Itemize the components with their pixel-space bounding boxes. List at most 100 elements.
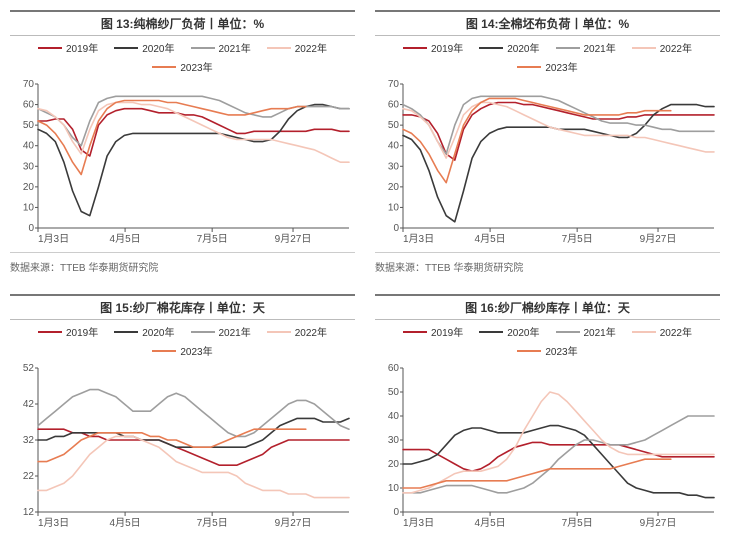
- legend-swatch: [38, 331, 62, 333]
- legend-swatch: [479, 331, 503, 333]
- svg-text:20: 20: [388, 182, 400, 193]
- legend-label: 2023年: [545, 343, 577, 358]
- chart-svg: 01020304050601月3日4月5日7月5日9月27日: [375, 362, 720, 532]
- svg-text:32: 32: [23, 435, 35, 446]
- svg-text:7月5日: 7月5日: [197, 233, 228, 245]
- legend-label: 2022年: [660, 324, 692, 339]
- legend-label: 2020年: [142, 40, 174, 55]
- legend: 2019年2020年2021年2022年2023年: [10, 36, 355, 78]
- svg-text:10: 10: [388, 483, 400, 494]
- chart-title: 图 14:全棉坯布负荷丨单位：%: [375, 10, 720, 36]
- svg-text:9月27日: 9月27日: [275, 233, 312, 245]
- legend-label: 2019年: [431, 40, 463, 55]
- legend-label: 2021年: [219, 324, 251, 339]
- legend-label: 2019年: [66, 324, 98, 339]
- source-text: 数据来源：TTEB 华泰期货研究院: [375, 252, 720, 288]
- chart-svg: 0102030405060701月3日4月5日7月5日9月27日: [375, 78, 720, 248]
- svg-text:9月27日: 9月27日: [640, 517, 677, 529]
- svg-text:0: 0: [393, 223, 399, 234]
- legend-item: 2019年: [403, 324, 463, 339]
- legend-swatch: [556, 47, 580, 49]
- series-line: [403, 96, 714, 154]
- svg-text:1月3日: 1月3日: [403, 233, 434, 245]
- legend-swatch: [403, 331, 427, 333]
- legend-item: 2023年: [517, 343, 577, 358]
- svg-text:20: 20: [388, 459, 400, 470]
- chart-area: 12223242521月3日4月5日7月5日9月27日: [10, 362, 355, 532]
- source-text: 数据来源：TTEB 华泰期货研究院: [10, 252, 355, 288]
- legend-item: 2022年: [267, 324, 327, 339]
- legend-swatch: [38, 47, 62, 49]
- svg-text:50: 50: [388, 387, 400, 398]
- svg-text:7月5日: 7月5日: [562, 233, 593, 245]
- chart-area: 01020304050601月3日4月5日7月5日9月27日: [375, 362, 720, 532]
- legend-label: 2023年: [545, 59, 577, 74]
- chart-panel: 图 16:纱厂棉纱库存丨单位：天2019年2020年2021年2022年2023…: [375, 294, 720, 532]
- svg-text:4月5日: 4月5日: [475, 517, 506, 529]
- legend-swatch: [556, 331, 580, 333]
- legend-item: 2020年: [114, 40, 174, 55]
- legend-swatch: [191, 47, 215, 49]
- svg-text:30: 30: [23, 161, 35, 172]
- svg-text:12: 12: [23, 507, 35, 518]
- legend-swatch: [632, 331, 656, 333]
- svg-text:4月5日: 4月5日: [110, 517, 141, 529]
- legend-label: 2020年: [507, 324, 539, 339]
- legend-swatch: [152, 350, 176, 352]
- svg-text:10: 10: [23, 202, 35, 213]
- svg-text:30: 30: [388, 161, 400, 172]
- chart-svg: 0102030405060701月3日4月5日7月5日9月27日: [10, 78, 355, 248]
- legend-item: 2019年: [403, 40, 463, 55]
- legend-label: 2023年: [180, 343, 212, 358]
- svg-text:1月3日: 1月3日: [38, 233, 69, 245]
- series-line: [38, 436, 349, 497]
- legend-swatch: [114, 47, 138, 49]
- svg-text:70: 70: [23, 79, 35, 90]
- legend-label: 2022年: [660, 40, 692, 55]
- legend-label: 2022年: [295, 40, 327, 55]
- legend-label: 2021年: [584, 40, 616, 55]
- legend-item: 2020年: [479, 40, 539, 55]
- legend-swatch: [403, 47, 427, 49]
- legend-swatch: [517, 350, 541, 352]
- svg-text:1月3日: 1月3日: [403, 517, 434, 529]
- legend-item: 2022年: [632, 40, 692, 55]
- series-line: [403, 105, 714, 222]
- legend-swatch: [267, 47, 291, 49]
- svg-text:60: 60: [388, 100, 400, 111]
- svg-text:40: 40: [388, 411, 400, 422]
- svg-text:30: 30: [388, 435, 400, 446]
- legend-swatch: [632, 47, 656, 49]
- legend-label: 2020年: [142, 324, 174, 339]
- svg-text:60: 60: [23, 100, 35, 111]
- legend-label: 2020年: [507, 40, 539, 55]
- legend-item: 2019年: [38, 324, 98, 339]
- svg-text:9月27日: 9月27日: [275, 517, 312, 529]
- legend-item: 2022年: [632, 324, 692, 339]
- legend-item: 2021年: [556, 324, 616, 339]
- legend-swatch: [191, 331, 215, 333]
- legend-label: 2022年: [295, 324, 327, 339]
- chart-panel: 图 13:纯棉纱厂负荷丨单位：%2019年2020年2021年2022年2023…: [10, 10, 355, 288]
- legend-label: 2019年: [66, 40, 98, 55]
- legend-item: 2021年: [191, 324, 251, 339]
- legend-label: 2021年: [584, 324, 616, 339]
- svg-text:40: 40: [388, 141, 400, 152]
- svg-text:70: 70: [388, 79, 400, 90]
- legend-label: 2019年: [431, 324, 463, 339]
- svg-text:7月5日: 7月5日: [562, 517, 593, 529]
- legend-swatch: [479, 47, 503, 49]
- chart-panel: 图 14:全棉坯布负荷丨单位：% 2019年 2020年 2021年 2022年 2023…: [375, 10, 720, 288]
- svg-text:50: 50: [23, 120, 35, 131]
- legend-swatch: [114, 331, 138, 333]
- svg-text:1月3日: 1月3日: [38, 517, 69, 529]
- series-line: [403, 98, 671, 182]
- legend-swatch: [517, 66, 541, 68]
- legend: 2019年 2020年 2021年 2022年 2023年: [10, 320, 355, 362]
- legend-item: 2020年: [479, 324, 539, 339]
- svg-text:52: 52: [23, 363, 35, 374]
- svg-text:0: 0: [393, 507, 399, 518]
- chart-title: 图 13:纯棉纱厂负荷丨单位：%: [10, 10, 355, 36]
- svg-text:10: 10: [388, 202, 400, 213]
- chart-area: 0102030405060701月3日4月5日7月5日9月27日: [375, 78, 720, 248]
